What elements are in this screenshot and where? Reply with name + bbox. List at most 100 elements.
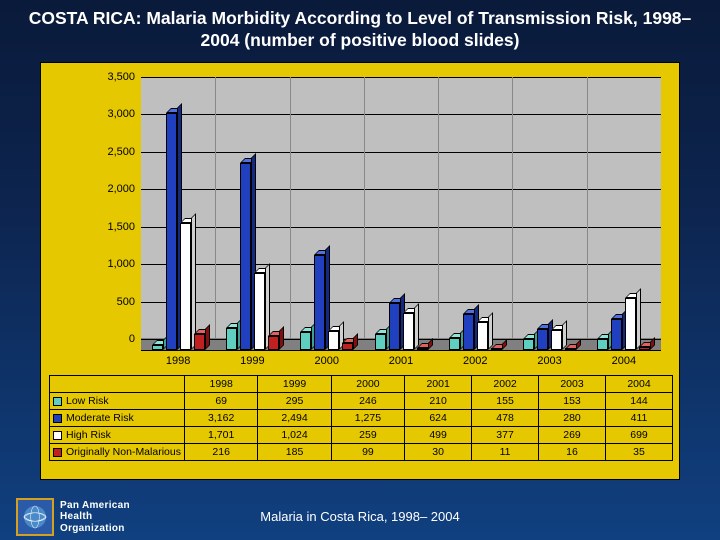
bar (639, 347, 650, 350)
table-cell: 153 (539, 393, 606, 410)
legend-swatch (53, 397, 62, 406)
x-category-label: 1999 (240, 355, 264, 367)
data-table: 1998199920002001200220032004 Low Risk6929… (49, 375, 673, 461)
table-cell: 155 (472, 393, 539, 410)
table-col-header: 2002 (472, 376, 539, 393)
y-axis: 05001,0001,5002,0002,5003,0003,500 (41, 77, 139, 351)
bar (328, 331, 339, 350)
table-cell: 35 (606, 444, 673, 461)
table-col-header: 2001 (405, 376, 472, 393)
table-cell: 30 (405, 444, 472, 461)
table-cell: 624 (405, 410, 472, 427)
table-cell: 295 (258, 393, 331, 410)
bar (342, 343, 353, 350)
table-cell: 478 (472, 410, 539, 427)
bar (314, 255, 325, 350)
x-category-label: 2004 (612, 355, 636, 367)
y-tick-label: 2,500 (107, 146, 135, 158)
bar (611, 319, 622, 350)
chart-panel: 05001,0001,5002,0002,5003,0003,500 19981… (40, 62, 680, 480)
table-cell: 1,275 (331, 410, 404, 427)
legend-swatch (53, 448, 62, 457)
gridline (141, 264, 661, 265)
legend-swatch (53, 414, 62, 423)
y-tick-label: 1,000 (107, 258, 135, 270)
table-cell: 699 (606, 427, 673, 444)
table-cell: 411 (606, 410, 673, 427)
table-cell: 246 (331, 393, 404, 410)
x-category-label: 2001 (389, 355, 413, 367)
legend-swatch (53, 431, 62, 440)
y-tick-label: 1,500 (107, 221, 135, 233)
table-corner (50, 376, 185, 393)
bar (166, 113, 177, 350)
gridline (141, 152, 661, 153)
bar (300, 332, 311, 350)
org-name: Pan American Health Organization (60, 500, 130, 535)
bar (523, 339, 534, 350)
bar (477, 322, 488, 350)
bar (491, 349, 502, 350)
bar (240, 163, 251, 350)
table-cell: 3,162 (184, 410, 257, 427)
bar (403, 313, 414, 350)
x-category-label: 2003 (537, 355, 561, 367)
table-cell: 16 (539, 444, 606, 461)
table-cell: 11 (472, 444, 539, 461)
table-cell: 377 (472, 427, 539, 444)
gridline (141, 227, 661, 228)
table-col-header: 1998 (184, 376, 257, 393)
table-col-header: 2003 (539, 376, 606, 393)
table-cell: 69 (184, 393, 257, 410)
table-cell: 210 (405, 393, 472, 410)
table-row-label: Originally Non-Malarious (50, 444, 185, 461)
x-axis-categories: 1998 1999 2000 2001 2002 2003 2004 (141, 355, 661, 373)
bar (551, 330, 562, 350)
category-divider (587, 77, 588, 338)
footer: Pan American Health Organization Malaria… (0, 500, 720, 535)
table-cell: 280 (539, 410, 606, 427)
org-line: Organization (60, 523, 130, 535)
category-divider (215, 77, 216, 338)
y-tick-label: 0 (129, 333, 135, 345)
category-divider (290, 77, 291, 338)
y-tick-label: 500 (117, 296, 135, 308)
category-divider (364, 77, 365, 338)
bar (625, 298, 636, 350)
slide-title: COSTA RICA: Malaria Morbidity According … (0, 0, 720, 56)
table-cell: 99 (331, 444, 404, 461)
y-tick-label: 3,500 (107, 71, 135, 83)
bar (180, 223, 191, 350)
table-cell: 499 (405, 427, 472, 444)
plot-area (141, 77, 661, 351)
x-category-label: 2000 (314, 355, 338, 367)
bar (417, 348, 428, 350)
table-col-header: 1999 (258, 376, 331, 393)
bar (597, 339, 608, 350)
table-row-label: Low Risk (50, 393, 185, 410)
table-cell: 269 (539, 427, 606, 444)
table-cell: 1,024 (258, 427, 331, 444)
footer-caption: Malaria in Costa Rica, 1998– 2004 (260, 509, 459, 524)
table-cell: 144 (606, 393, 673, 410)
org-line: Pan American (60, 500, 130, 512)
table-row-label: Moderate Risk (50, 410, 185, 427)
bar (194, 334, 205, 350)
category-divider (438, 77, 439, 338)
table-col-header: 2000 (331, 376, 404, 393)
table-cell: 1,701 (184, 427, 257, 444)
bar (537, 329, 548, 350)
table-cell: 259 (331, 427, 404, 444)
y-tick-label: 2,000 (107, 183, 135, 195)
table-cell: 2,494 (258, 410, 331, 427)
table-col-header: 2004 (606, 376, 673, 393)
table-row-label: High Risk (50, 427, 185, 444)
bar (152, 345, 163, 350)
x-category-label: 1998 (166, 355, 190, 367)
x-category-label: 2002 (463, 355, 487, 367)
y-tick-label: 3,000 (107, 108, 135, 120)
bar (565, 349, 576, 350)
org-line: Health (60, 511, 130, 523)
bar (389, 303, 400, 350)
table-cell: 185 (258, 444, 331, 461)
